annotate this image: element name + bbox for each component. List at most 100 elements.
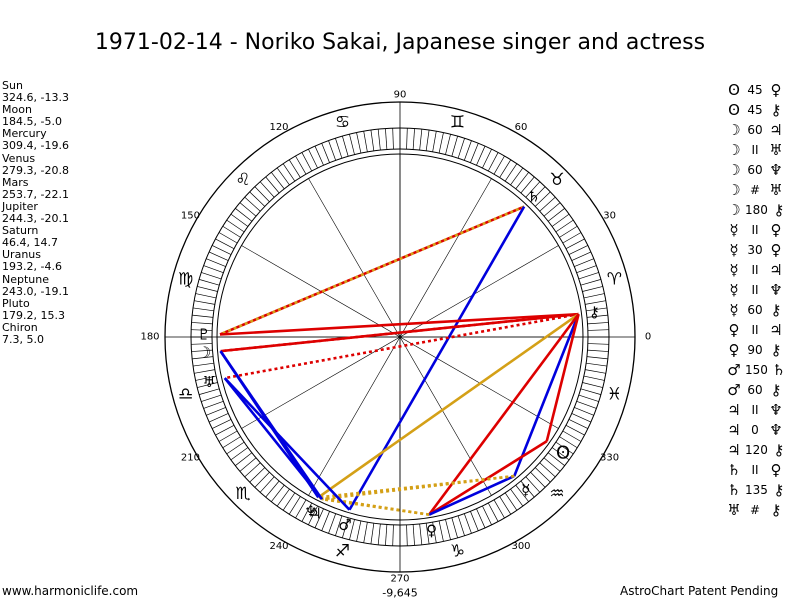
zodiac-sign-icon: ♍ bbox=[178, 270, 193, 290]
aspect-planet-2: ♃ bbox=[769, 121, 783, 139]
aspect-type: II bbox=[751, 223, 759, 237]
degree-tick bbox=[534, 191, 551, 207]
degree-tick bbox=[425, 129, 430, 151]
degree-tick bbox=[259, 476, 275, 493]
degree-tick bbox=[586, 307, 608, 312]
degree-tick bbox=[206, 407, 226, 416]
aspect-row: ☽ # ♅ bbox=[726, 180, 787, 200]
degree-tick bbox=[445, 519, 451, 540]
aspect-planet-1: ♃ bbox=[727, 401, 741, 419]
degree-tick bbox=[578, 272, 599, 280]
degree-tick bbox=[215, 238, 235, 250]
aspect-type: 90 bbox=[747, 343, 763, 357]
degree-tick bbox=[504, 163, 518, 182]
aspect-line bbox=[348, 206, 526, 511]
planet-name: Sun bbox=[2, 79, 23, 92]
aspect-line bbox=[321, 474, 515, 501]
degree-tick bbox=[276, 167, 290, 186]
aspect-type: II bbox=[751, 143, 759, 157]
degree-tick bbox=[370, 523, 375, 545]
aspect-planet-1: ☽ bbox=[727, 181, 741, 199]
aspect-line bbox=[219, 205, 525, 336]
planet-coords: 243.0, -19.1 bbox=[2, 284, 69, 298]
degree-tick bbox=[510, 488, 524, 507]
aspect-row: ☽ II ♅ bbox=[726, 140, 787, 160]
pluto-glyph-icon: ♇ bbox=[197, 325, 210, 343]
degree-tick bbox=[363, 131, 368, 152]
degree-tick bbox=[363, 522, 368, 543]
degree-tick bbox=[218, 232, 238, 244]
degree-tick bbox=[192, 356, 214, 360]
sun-glyph-icon: ʘ bbox=[556, 442, 570, 463]
degree-tick bbox=[370, 129, 375, 151]
aspect-planet-2: ⚷ bbox=[773, 201, 785, 219]
degree-tick bbox=[406, 524, 408, 546]
degree-tick bbox=[288, 496, 301, 515]
degree-tick bbox=[445, 134, 451, 155]
zodiac-sign-icon: ♋ bbox=[335, 113, 350, 133]
aspect-line bbox=[545, 313, 580, 442]
degree-tick bbox=[222, 436, 241, 449]
aspect-row: ☽ 60 ♃ bbox=[726, 120, 787, 140]
degree-tick bbox=[571, 413, 592, 423]
degree-label: 150 bbox=[181, 211, 200, 222]
planet-coords: 184.5, -5.0 bbox=[2, 115, 62, 129]
aspect-planet-1: ʘ bbox=[728, 101, 740, 119]
aspect-row: ♃ II ♆ bbox=[726, 400, 787, 420]
degree-tick bbox=[295, 499, 307, 519]
degree-tick bbox=[568, 245, 589, 255]
degree-tick bbox=[515, 172, 529, 190]
degree-tick bbox=[463, 513, 472, 534]
aspect-line bbox=[317, 313, 580, 499]
degree-tick bbox=[197, 382, 218, 388]
degree-tick bbox=[282, 492, 296, 511]
zodiac-sign-icon: ♒ bbox=[549, 484, 564, 504]
degree-tick bbox=[194, 369, 215, 374]
degree-tick bbox=[321, 511, 330, 531]
aspect-type: 0 bbox=[751, 423, 759, 437]
aspect-line bbox=[223, 377, 351, 511]
degree-tick bbox=[574, 258, 594, 267]
degree-tick bbox=[586, 362, 608, 367]
degree-tick bbox=[487, 152, 499, 172]
degree-label: 180 bbox=[140, 332, 159, 343]
planet-coords: 244.3, -20.1 bbox=[2, 212, 69, 226]
degree-tick bbox=[547, 452, 565, 466]
degree-tick bbox=[425, 523, 430, 545]
degree-tick bbox=[493, 155, 505, 175]
aspect-row: ☽ 180 ⚷ bbox=[726, 200, 787, 220]
aspect-line bbox=[220, 312, 579, 353]
aspect-planet-1: ♂ bbox=[727, 361, 741, 379]
degree-tick bbox=[534, 467, 551, 483]
zodiac-sign-icon: ♎ bbox=[178, 384, 193, 404]
aspect-planet-2: ♅ bbox=[769, 181, 783, 199]
aspect-row: ♃ 0 ♆ bbox=[726, 420, 787, 440]
degree-tick bbox=[585, 300, 606, 305]
aspect-line bbox=[219, 312, 579, 336]
aspect-planet-2: ♆ bbox=[769, 401, 783, 419]
degree-tick bbox=[555, 441, 574, 455]
degree-tick bbox=[356, 520, 362, 542]
degree-tick bbox=[235, 452, 253, 466]
footer-website[interactable]: www.harmoniclife.com bbox=[2, 584, 139, 598]
degree-tick bbox=[587, 322, 609, 325]
aspect-planet-1: ♀ bbox=[728, 321, 740, 339]
degree-tick bbox=[392, 524, 394, 546]
degree-tick bbox=[574, 407, 594, 416]
degree-tick bbox=[208, 251, 229, 261]
degree-tick bbox=[419, 523, 423, 545]
planet-name: Moon bbox=[2, 103, 32, 117]
planet-name: Neptune bbox=[2, 272, 50, 286]
planet-positions-list: Sun 324.6, -13.3 Moon 184.5, -5.0 Mercur… bbox=[2, 79, 69, 346]
aspect-row: ☿ II ♆ bbox=[726, 280, 787, 300]
degree-tick bbox=[406, 128, 408, 150]
degree-tick bbox=[419, 129, 423, 151]
aspect-planet-2: ⚷ bbox=[770, 341, 782, 359]
aspect-line bbox=[428, 313, 580, 516]
aspect-line bbox=[428, 474, 515, 516]
degree-tick bbox=[321, 143, 330, 163]
degree-tick bbox=[438, 520, 444, 542]
degree-tick bbox=[254, 186, 270, 203]
chart-title: 1971-02-14 - Noriko Sakai, Japanese sing… bbox=[94, 30, 706, 55]
